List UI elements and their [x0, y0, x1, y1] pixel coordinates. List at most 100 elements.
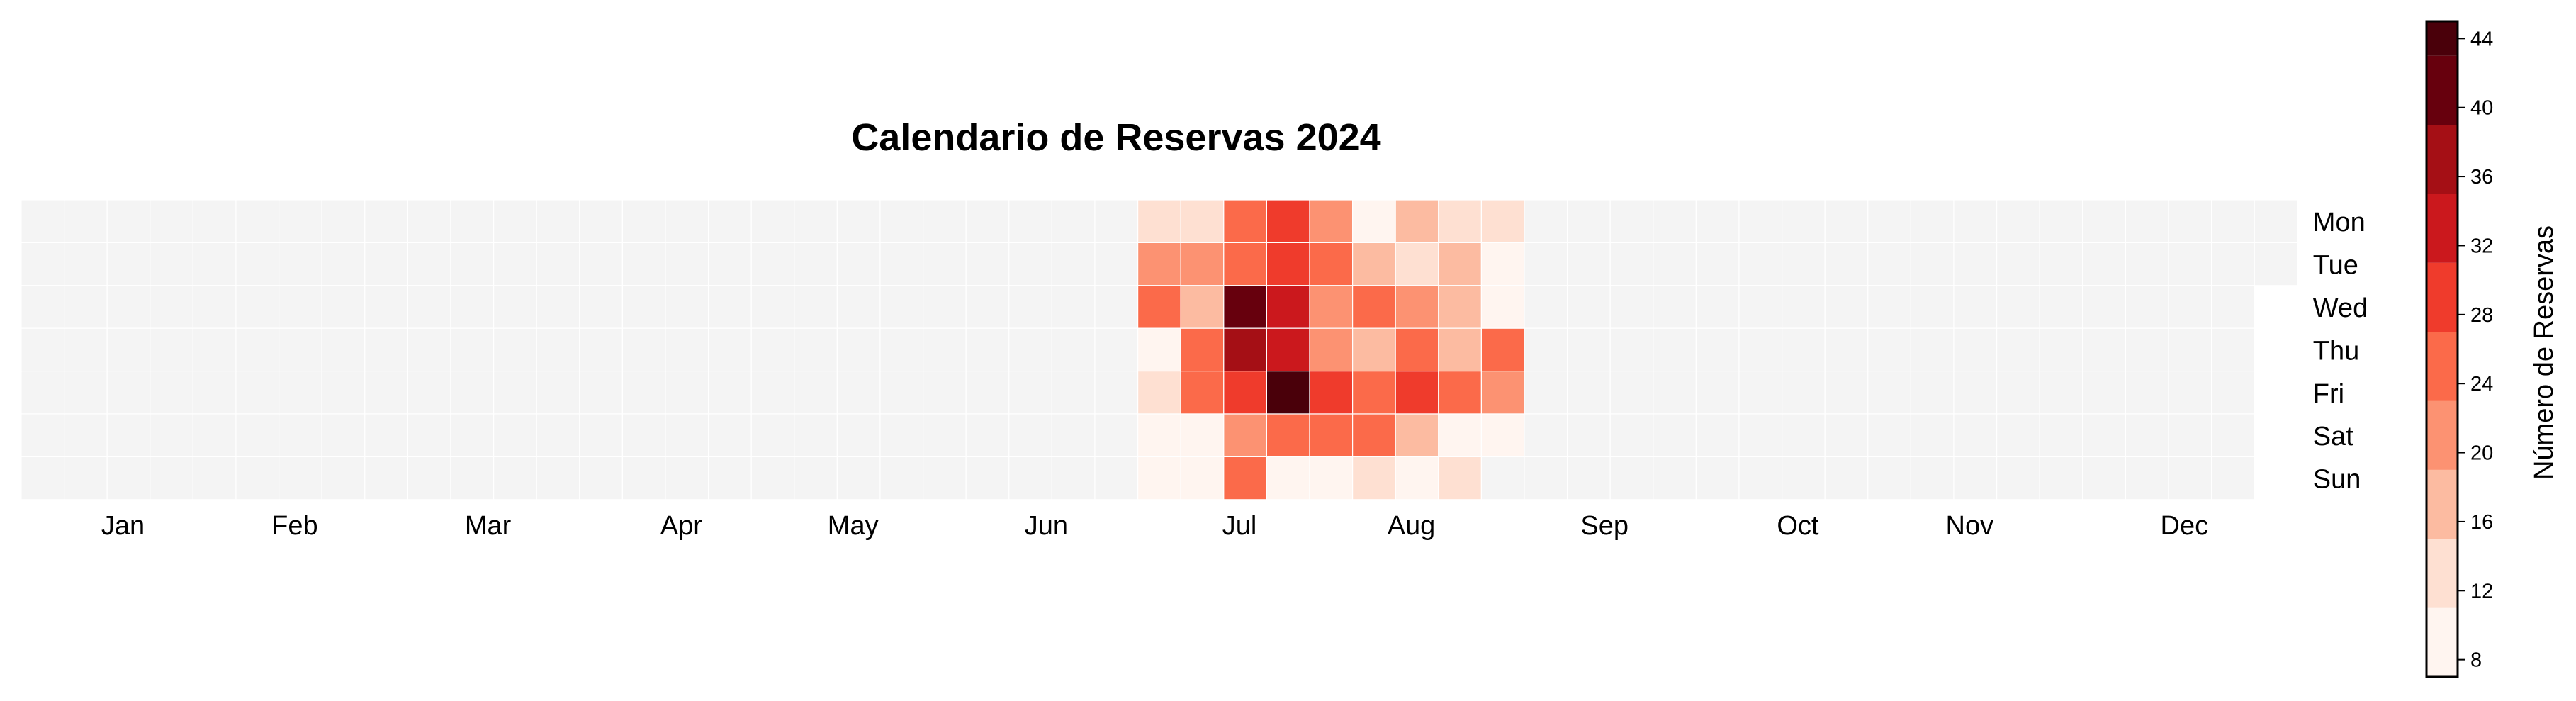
colorbar-tick-label: 28: [2470, 304, 2493, 327]
month-label-apr: Apr: [660, 511, 702, 541]
heatmap-cell: [1051, 327, 1096, 372]
heatmap-cell: [1609, 199, 1654, 244]
heatmap-cell: [1910, 370, 1955, 415]
heatmap-cell: [2039, 413, 2083, 458]
heatmap-cell: [879, 456, 924, 500]
heatmap-cell: [450, 199, 495, 244]
heatmap-cell: [579, 370, 623, 415]
heatmap-cell: [1438, 285, 1483, 329]
heatmap-cell: [579, 413, 623, 458]
heatmap-cell: [1910, 413, 1955, 458]
heatmap-cell: [1008, 327, 1053, 372]
heatmap-cell: [536, 199, 580, 244]
heatmap-cell: [235, 327, 280, 372]
heatmap-cell: [2039, 242, 2083, 286]
heatmap-cell: [235, 285, 280, 329]
heatmap-cell: [1824, 370, 1869, 415]
heatmap-cell: [150, 413, 194, 458]
heatmap-cell: [2082, 370, 2127, 415]
heatmap-cell: [2168, 456, 2212, 500]
heatmap-cell: [922, 456, 967, 500]
heatmap-cell: [493, 456, 537, 500]
heatmap-cell: [1695, 370, 1740, 415]
heatmap-cell: [1996, 456, 2040, 500]
heatmap-cell: [235, 456, 280, 500]
heatmap-cell: [493, 370, 537, 415]
heatmap-cell: [1653, 456, 1697, 500]
heatmap-cell: [1524, 413, 1568, 458]
heatmap-cell: [2211, 285, 2255, 329]
month-label-feb: Feb: [271, 511, 317, 541]
heatmap-cell: [665, 242, 709, 286]
heatmap-cell: [192, 199, 237, 244]
heatmap-cell: [965, 242, 1010, 286]
heatmap-cell: [364, 242, 408, 286]
heatmap-cell: [922, 413, 967, 458]
heatmap-cell: [192, 285, 237, 329]
heatmap-cell: [922, 242, 967, 286]
heatmap-cell: [536, 242, 580, 286]
heatmap-cell: [1266, 370, 1310, 415]
heatmap-cell: [1609, 327, 1654, 372]
heatmap-cell: [364, 285, 408, 329]
heatmap-cell: [1395, 456, 1439, 500]
weekday-label-thu: Thu: [2313, 336, 2359, 366]
heatmap-cell: [1524, 456, 1568, 500]
colorbar-label: Número de Reservas: [2529, 225, 2559, 480]
heatmap-cell: [1782, 456, 1826, 500]
heatmap-cell: [450, 285, 495, 329]
heatmap-cell: [1223, 456, 1268, 500]
heatmap-cell: [1180, 285, 1225, 329]
heatmap-cell: [1653, 327, 1697, 372]
heatmap-cell: [2125, 285, 2169, 329]
heatmap-cell: [2039, 370, 2083, 415]
heatmap-cell: [1738, 456, 1783, 500]
heatmap-cell: [1567, 413, 1611, 458]
heatmap-cell: [1824, 456, 1869, 500]
heatmap-cell: [1094, 413, 1139, 458]
heatmap-cell: [1567, 242, 1611, 286]
heatmap-cell: [2082, 285, 2127, 329]
heatmap-cell: [279, 327, 322, 372]
heatmap-cell: [1266, 199, 1310, 244]
weekday-label-fri: Fri: [2313, 379, 2344, 409]
heatmap-cell: [1910, 285, 1955, 329]
heatmap-cell: [1953, 413, 1998, 458]
heatmap-cell: [1867, 242, 1912, 286]
heatmap-cell: [1695, 456, 1740, 500]
heatmap-cell: [536, 285, 580, 329]
heatmap-cell: [965, 370, 1010, 415]
heatmap-cell: [407, 456, 451, 500]
heatmap-cell: [150, 242, 194, 286]
colorbar-tick-label: 40: [2470, 97, 2493, 120]
colorbar-band: [2426, 55, 2458, 125]
heatmap-cell: [665, 413, 709, 458]
heatmap-cell: [707, 327, 752, 372]
heatmap-cell: [21, 370, 65, 415]
heatmap-cell: [879, 413, 924, 458]
heatmap-cell: [1524, 199, 1568, 244]
heatmap-cell: [1438, 199, 1483, 244]
heatmap-cell: [965, 199, 1010, 244]
heatmap-cell: [450, 242, 495, 286]
heatmap-cell: [106, 242, 151, 286]
heatmap-cell: [235, 199, 280, 244]
heatmap-cell: [1953, 199, 1998, 244]
colorbar-frame: [2425, 20, 2459, 678]
heatmap-cell: [2211, 242, 2255, 286]
heatmap-cell: [279, 456, 322, 500]
heatmap-cell: [707, 285, 752, 329]
weekday-label-mon: Mon: [2313, 208, 2366, 237]
heatmap-cell: [407, 199, 451, 244]
heatmap-cell: [493, 327, 537, 372]
heatmap-cell: [1094, 285, 1139, 329]
heatmap-cell: [1309, 327, 1354, 372]
heatmap-cell: [665, 327, 709, 372]
heatmap-cell: [1223, 242, 1268, 286]
heatmap-cell: [1480, 327, 1525, 372]
heatmap-cell: [1094, 456, 1139, 500]
heatmap-cell: [1438, 456, 1483, 500]
heatmap-cell: [1438, 242, 1483, 286]
colorbar-tick-label: 12: [2470, 580, 2493, 602]
